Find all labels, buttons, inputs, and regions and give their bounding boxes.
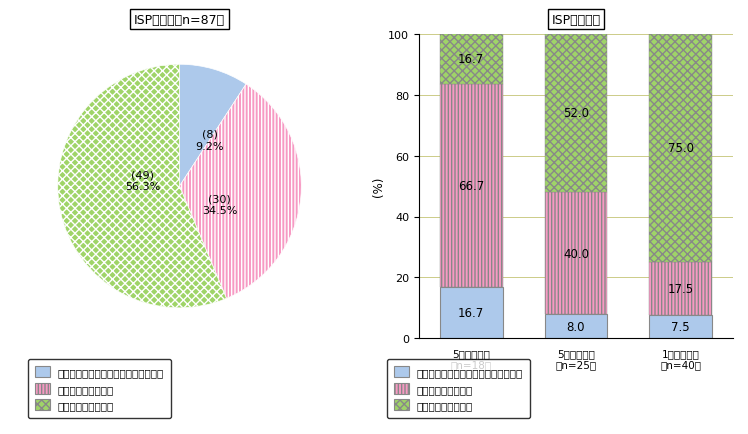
Bar xyxy=(545,314,607,339)
Text: 75.0: 75.0 xyxy=(668,142,693,155)
Text: (30)
34.5%: (30) 34.5% xyxy=(202,194,237,216)
Text: (49)
56.3%: (49) 56.3% xyxy=(126,170,161,191)
Legend: 既に提供中（商用及び実験サービス）, 提供予定（対応中）, 提供未定又は未検討: 既に提供中（商用及び実験サービス）, 提供予定（対応中）, 提供未定又は未検討 xyxy=(28,359,171,418)
Title: ISP・規模別: ISP・規模別 xyxy=(551,13,601,26)
Bar xyxy=(440,34,503,85)
Bar xyxy=(545,193,607,314)
Text: 16.7: 16.7 xyxy=(458,53,485,66)
Bar xyxy=(545,35,607,193)
Wedge shape xyxy=(180,65,246,187)
Bar xyxy=(649,316,712,339)
Wedge shape xyxy=(180,85,301,299)
Title: ISP・全体（n=87）: ISP・全体（n=87） xyxy=(134,13,225,26)
Text: 66.7: 66.7 xyxy=(458,180,485,193)
Text: 8.0: 8.0 xyxy=(567,320,585,333)
Y-axis label: (%): (%) xyxy=(373,177,385,197)
Text: 7.5: 7.5 xyxy=(672,321,690,334)
Bar xyxy=(440,288,503,339)
Bar xyxy=(440,85,503,288)
Text: 40.0: 40.0 xyxy=(563,247,589,260)
Text: 17.5: 17.5 xyxy=(668,283,693,296)
Text: 16.7: 16.7 xyxy=(458,307,485,319)
Bar xyxy=(649,35,712,263)
Wedge shape xyxy=(58,65,227,308)
Bar xyxy=(649,263,712,316)
Legend: 既に提供中（商用及び実験サービス）, 提供予定（対応中）, 提供未定又は未検討: 既に提供中（商用及び実験サービス）, 提供予定（対応中）, 提供未定又は未検討 xyxy=(387,359,530,418)
Text: 52.0: 52.0 xyxy=(563,107,589,120)
Text: (8)
9.2%: (8) 9.2% xyxy=(196,130,224,151)
